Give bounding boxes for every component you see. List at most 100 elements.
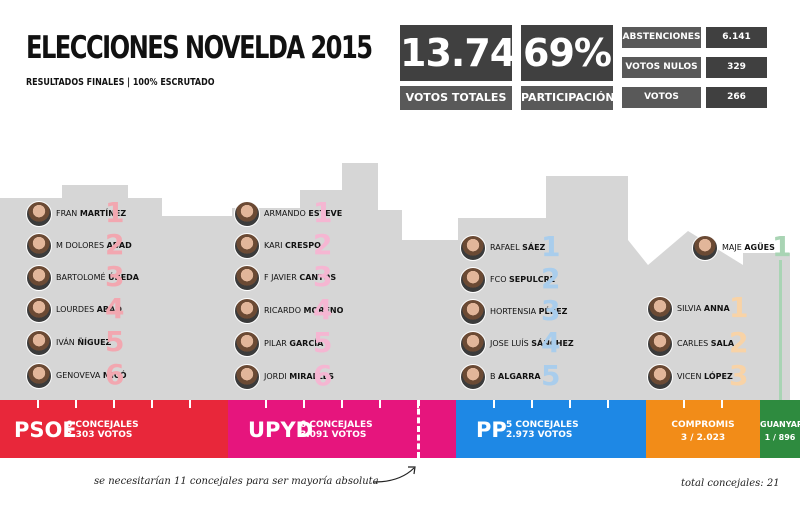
candidate-rank: 2 (729, 326, 749, 359)
party-info: 5 CONCEJALES 2.973 VOTOS (506, 420, 579, 440)
candidate-photo (26, 297, 52, 323)
compromis-bar: COMPROMIS 3 / 2.023 (646, 400, 760, 458)
candidate-name: LOURDES ABAD (56, 305, 122, 314)
candidate-photo (234, 331, 260, 357)
party-name: PP (476, 418, 507, 442)
party-name: GUANYAR (760, 420, 800, 429)
seat-tick (569, 400, 571, 408)
participation-value: 69% (523, 31, 612, 75)
candidate-rank: 3 (313, 260, 333, 293)
candidate-name: JOSE LUÍS SÁNCHEZ (490, 339, 574, 348)
candidate-rank: 3 (541, 294, 561, 327)
seat-tick (379, 400, 381, 408)
candidate-name: CARLES SALA (677, 339, 735, 348)
page-subtitle: RESULTADOS FINALES | 100% ESCRUTADO (26, 77, 215, 88)
participation-box: 69% (521, 25, 613, 81)
party-name: COMPROMIS (671, 420, 735, 430)
candidate-name: FRAN MARTÍNEZ (56, 209, 127, 218)
candidate-rank: 5 (313, 326, 333, 359)
candidate-photo (692, 235, 718, 261)
candidate-name: IVÁN ÑÍGUEZ (56, 338, 112, 347)
candidate-rank: 1 (105, 196, 125, 229)
candidate-rank: 2 (313, 228, 333, 261)
candidate-photo (234, 364, 260, 390)
candidate-name: RAFAEL SÁEZ (490, 243, 546, 252)
candidate-name: VICEN LÓPEZ (677, 372, 733, 381)
seat-tick (303, 400, 305, 408)
candidate-photo (26, 233, 52, 259)
candidate-rank: 4 (105, 292, 125, 325)
candidate-name: PILAR GARCÍA (264, 339, 324, 348)
candidate-name: BARTOLOMÉ ÚBEDA (56, 273, 139, 282)
candidate-name: FCO SEPULCRE (490, 275, 556, 284)
party-info: 3 / 2.023 (680, 433, 726, 443)
candidate-rank: 1 (313, 196, 333, 229)
candidate-name: KARI CRESPO (264, 241, 321, 250)
abstenciones-value: 6.141 (706, 27, 767, 48)
candidate-rank: 1 (772, 230, 792, 263)
seat-tick (265, 400, 267, 408)
total-votes-label: VOTOS TOTALES (400, 86, 512, 110)
candidate-rank: 6 (105, 358, 125, 391)
candidate-rank: 4 (313, 293, 333, 326)
guanyar-bar: GUANYAR 1 / 896 (760, 400, 800, 458)
party-info: 6 CONCEJALES 3.303 VOTOS (66, 420, 139, 440)
candidate-photo (234, 265, 260, 291)
candidate-name: M DOLORES ABAD (56, 241, 132, 250)
candidate-photo (460, 235, 486, 261)
seat-tick (75, 400, 77, 408)
candidate-photo (460, 364, 486, 390)
candidate-name: B ALGARRA (490, 372, 541, 381)
candidate-photo (26, 330, 52, 356)
candidate-name: JORDI MIRALLES (264, 372, 334, 381)
page-title: ELECCIONES NOVELDA 2015 (26, 30, 373, 66)
candidate-name: ARMANDO ESTEVE (264, 209, 343, 218)
total-seats-note: total concejales: 21 (681, 478, 780, 489)
votos-nulos-value: 329 (706, 57, 767, 78)
seat-tick (189, 400, 191, 408)
seat-tick (531, 400, 533, 408)
candidate-rank: 3 (729, 359, 749, 392)
candidate-rank: 1 (729, 291, 749, 324)
seat-tick (493, 400, 495, 408)
seat-tick (37, 400, 39, 408)
candidate-photo (647, 364, 673, 390)
candidate-name: MAJE AGÜES (722, 243, 775, 252)
candidate-name: F JAVIER CANTOS (264, 273, 337, 282)
candidate-rank: 5 (105, 325, 125, 358)
candidate-photo (647, 296, 673, 322)
candidate-rank: 3 (105, 260, 125, 293)
candidate-rank: 1 (541, 230, 561, 263)
party-info: 6 CONCEJALES 3.091 VOTOS (300, 420, 373, 440)
candidate-photo (26, 201, 52, 227)
pp-bar: PP 5 CONCEJALES 2.973 VOTOS (456, 400, 646, 458)
upyd-bar: UPYD 6 CONCEJALES 3.091 VOTOS (228, 400, 456, 458)
votos-nulos-label: VOTOS NULOS (622, 57, 701, 78)
candidate-photo (26, 265, 52, 291)
candidate-photo (234, 298, 260, 324)
candidate-photo (460, 267, 486, 293)
candidate-rank: 2 (105, 228, 125, 261)
seat-tick (341, 400, 343, 408)
seat-tick (151, 400, 153, 408)
candidate-photo (234, 201, 260, 227)
candidate-photo (647, 331, 673, 357)
abstenciones-label: ABSTENCIONES (622, 27, 701, 48)
candidate-photo (460, 331, 486, 357)
arrow-icon (373, 466, 416, 483)
candidate-name: SILVIA ANNA (677, 304, 730, 313)
party-info: 1 / 896 (764, 433, 796, 442)
seat-tick (607, 400, 609, 408)
candidate-name: GENOVEVA MICÓ (56, 371, 127, 380)
guanyar-connector-line (779, 260, 782, 400)
psoe-bar: PSOE 6 CONCEJALES 3.303 VOTOS (0, 400, 228, 458)
candidate-photo (26, 363, 52, 389)
seat-tick (113, 400, 115, 408)
candidate-name: RICARDO MORENO (264, 306, 344, 315)
participation-label: PARTICIPACIÓN (521, 86, 615, 110)
votos-blancos-value: 266 (706, 87, 767, 108)
candidate-rank: 5 (541, 359, 561, 392)
party-name: UPYD (248, 418, 314, 442)
votos-blancos-label: VOTOS BLANCOS (622, 87, 701, 123)
